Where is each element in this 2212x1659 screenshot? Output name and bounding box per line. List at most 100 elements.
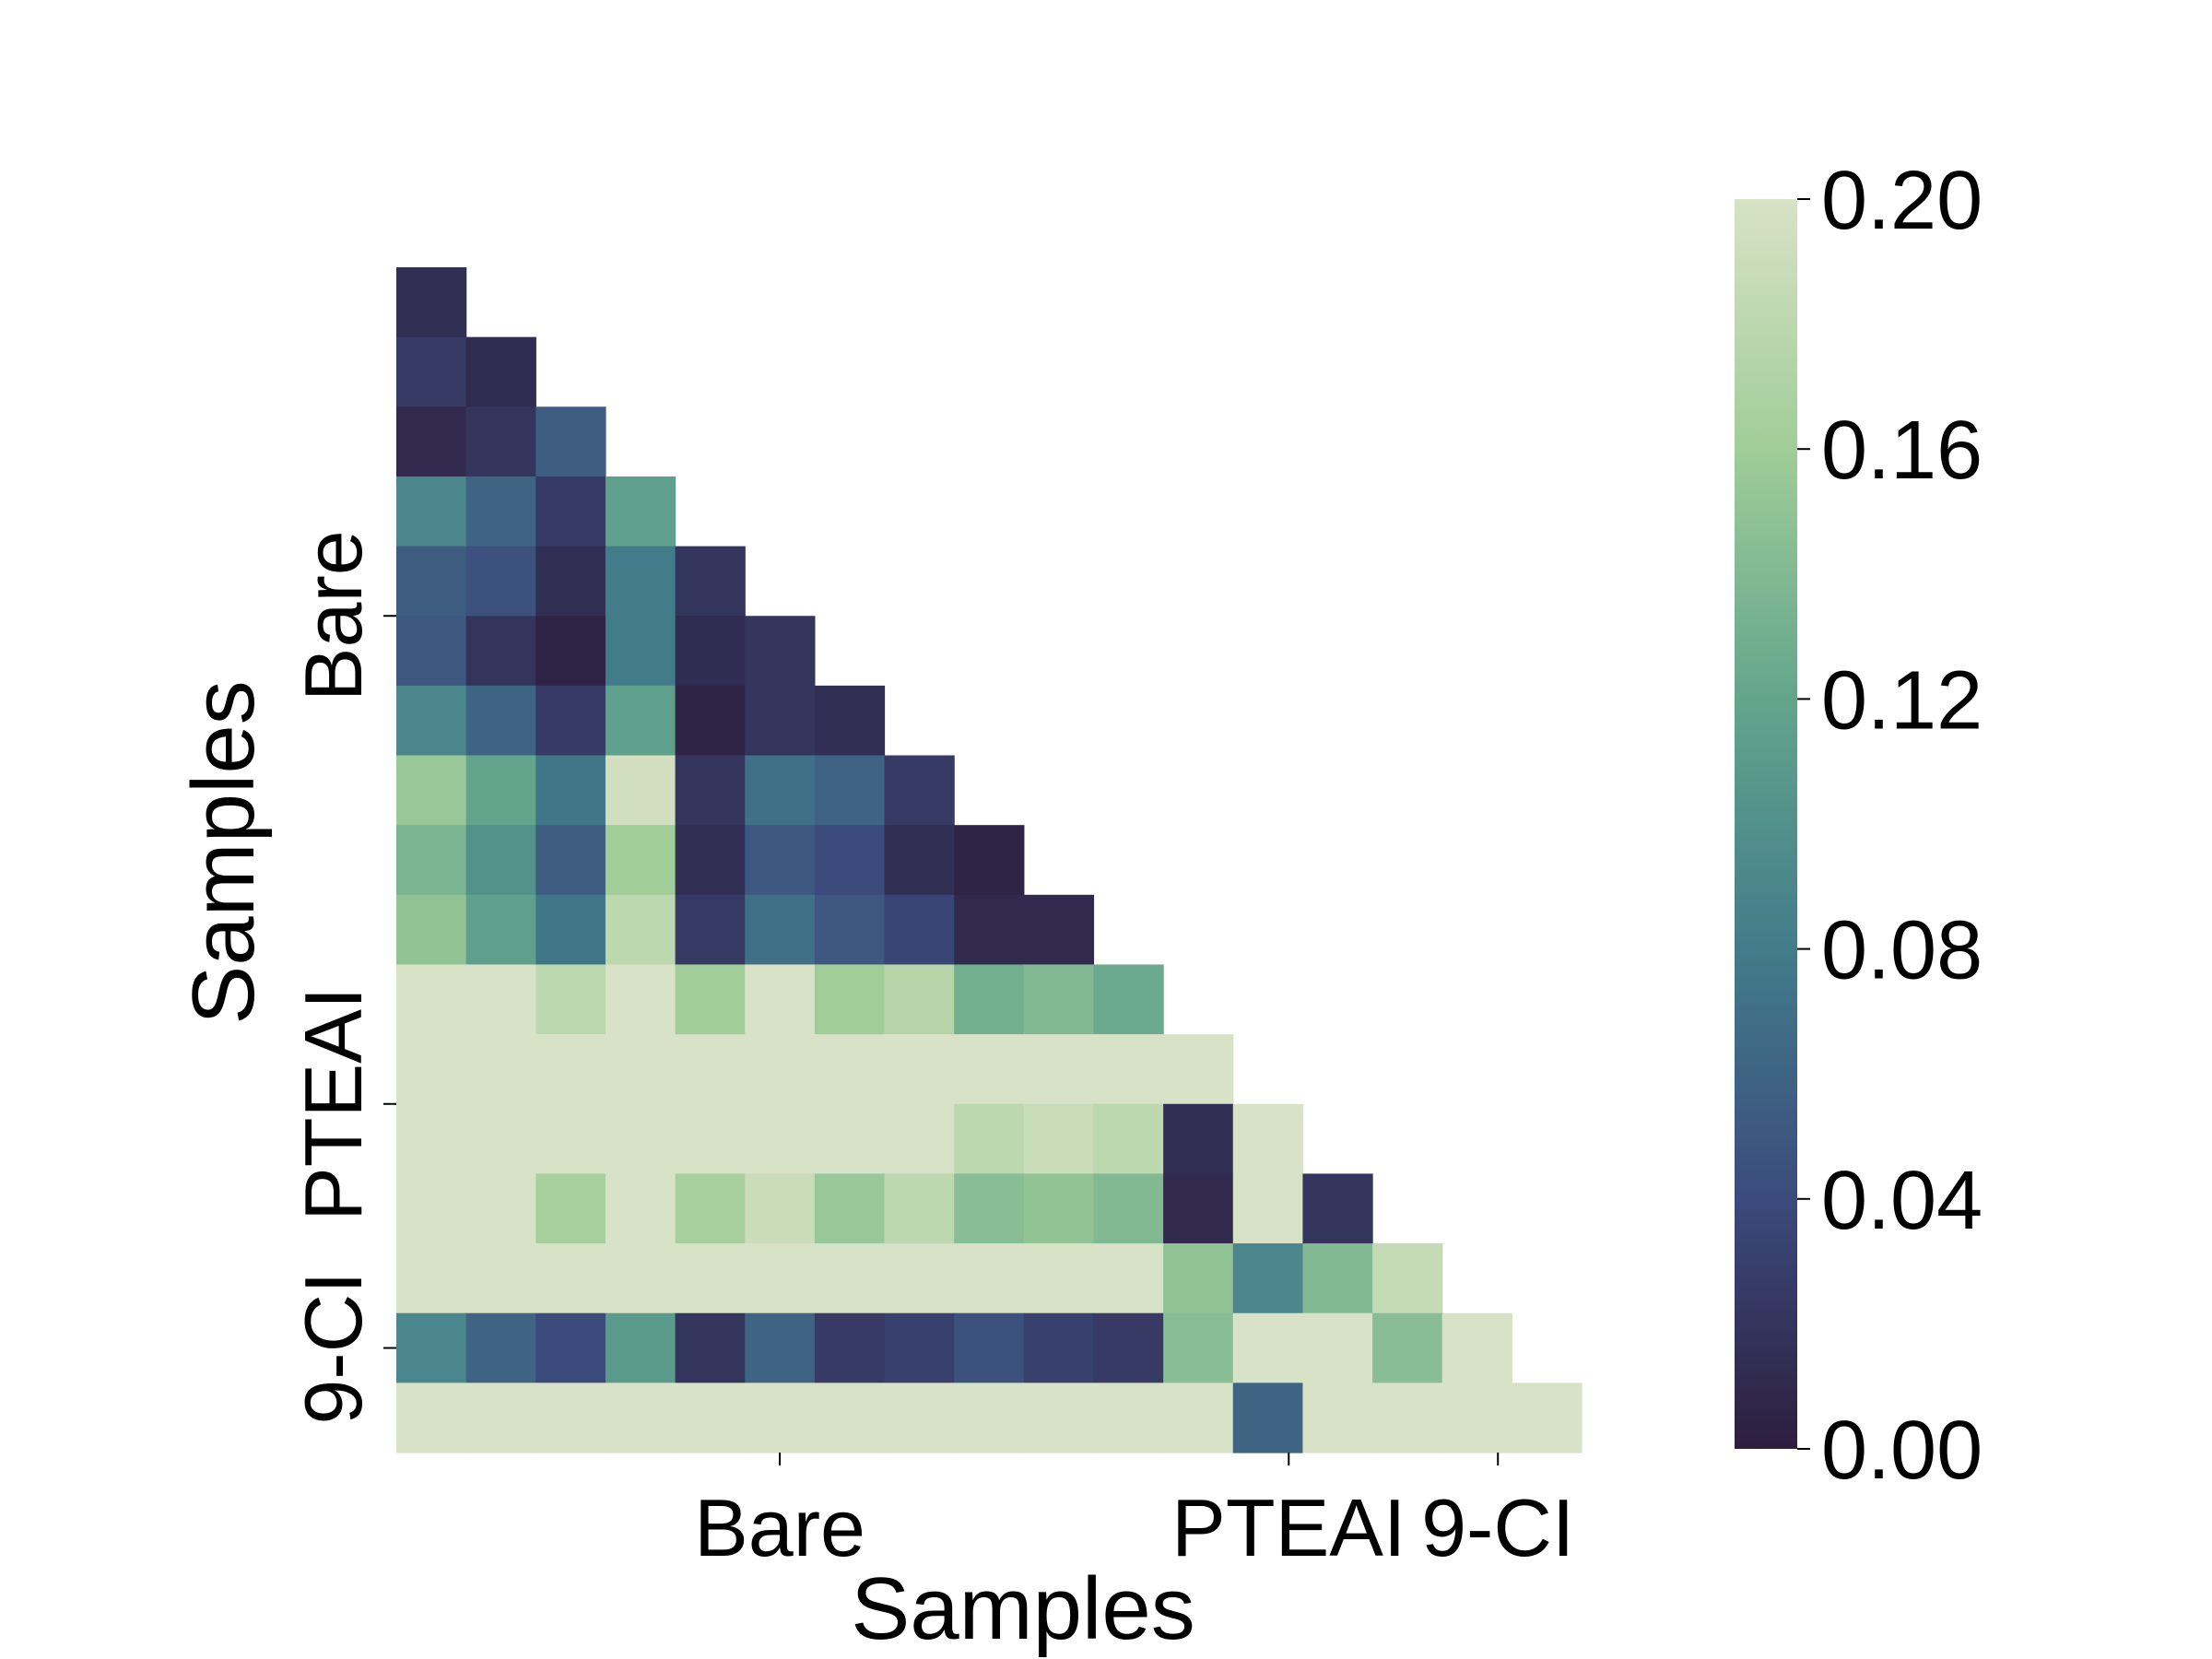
heatmap-cell [954,1382,1025,1453]
heatmap-cell [745,1034,816,1105]
x-axis-label: Samples [851,1559,1195,1658]
heatmap-cell [954,825,1025,896]
heatmap-cell [954,1034,1025,1105]
heatmap-cell [1232,1173,1304,1244]
heatmap-cell [1232,1243,1304,1314]
heatmap-cell [745,616,816,687]
heatmap-cell [605,825,677,896]
heatmap-cell [745,1173,816,1244]
heatmap-cell [675,685,746,757]
x-tick-label: PTEAI [1171,1482,1406,1573]
heatmap-cell [605,755,677,826]
x-tick-label: 9-CI [1421,1482,1574,1573]
heatmap-cell [465,336,536,407]
heatmap-cell [1023,1243,1095,1314]
heatmap-cell [1093,1312,1164,1383]
heatmap-cell [954,894,1025,966]
heatmap-cell [1163,1243,1234,1314]
heatmap-cells [396,267,1583,1453]
heatmap-cell [884,1034,955,1105]
heatmap-cell [814,1312,886,1383]
heatmap-cell [396,267,467,338]
heatmap-cell [1512,1382,1583,1453]
heatmap-cell [396,755,467,826]
heatmap-cell [745,1243,816,1314]
heatmap-cell [535,546,606,617]
heatmap-cell [465,685,536,757]
heatmap-cell [675,1034,746,1105]
heatmap-cell [535,1173,606,1244]
heatmap-cell [1093,1034,1164,1105]
heatmap-cell [396,1034,467,1105]
heatmap-cell [884,755,955,826]
heatmap-cell [675,1243,746,1314]
heatmap-cell [745,685,816,757]
heatmap-cell [675,894,746,966]
heatmap-cell [814,685,886,757]
heatmap-cell [465,1243,536,1314]
heatmap-cell [745,894,816,966]
heatmap-cell [1372,1243,1443,1314]
heatmap-cell [465,1382,536,1453]
heatmap-cell [1302,1173,1373,1244]
heatmap-cell [605,685,677,757]
heatmap-cell [535,825,606,896]
heatmap-cell [954,1173,1025,1244]
heatmap-cell [1163,1173,1234,1244]
heatmap-cell [1093,1173,1164,1244]
heatmap-cell [605,894,677,966]
heatmap-cell [814,1103,886,1175]
y-tick-label: 9-CI [288,1271,379,1424]
heatmap-cell [1093,964,1164,1035]
heatmap-cell [1163,1103,1234,1175]
heatmap-cell [884,1173,955,1244]
y-axis-label: Samples [174,680,273,1025]
colorbar-tick-label: 0.20 [1821,155,1983,247]
heatmap-cell [396,1382,467,1453]
heatmap-cell [1232,1312,1304,1383]
heatmap-cell [535,1034,606,1105]
heatmap-cell [1163,1034,1234,1105]
heatmap-cell [535,685,606,757]
heatmap-cell [465,1173,536,1244]
heatmap-cell [1023,1382,1095,1453]
heatmap-cell [1163,1312,1234,1383]
heatmap-cell [745,755,816,826]
heatmap-cell [465,1312,536,1383]
heatmap-cell [396,685,467,757]
heatmap-cell [814,1243,886,1314]
y-tick-label: Bare [288,530,379,701]
heatmap-cell [535,1243,606,1314]
heatmap-cell [605,964,677,1035]
heatmap-cell [465,546,536,617]
heatmap-cell [884,964,955,1035]
heatmap-cell [465,964,536,1035]
heatmap-cell [814,894,886,966]
heatmap-cell [675,964,746,1035]
heatmap-cell [1232,1103,1304,1175]
heatmap-cell [465,1034,536,1105]
heatmap-cell [535,894,606,966]
heatmap-cell [1232,1382,1304,1453]
heatmap-cell [884,1312,955,1383]
heatmap-cell [465,894,536,966]
heatmap-cell [396,825,467,896]
heatmap-cell [605,546,677,617]
heatmap-cell [1023,1103,1095,1175]
heatmap-cell [465,825,536,896]
heatmap-cell [396,406,467,477]
heatmap-cell [1302,1382,1373,1453]
heatmap-cell [1372,1312,1443,1383]
heatmap-cell [396,1312,467,1383]
colorbar-tick-label: 0.12 [1821,654,1983,747]
heatmap-cell [605,1103,677,1175]
heatmap-cell [605,616,677,687]
heatmap-cell [396,476,467,547]
heatmap-cell [396,1243,467,1314]
heatmap-cell [605,1173,677,1244]
heatmap-cell [954,1243,1025,1314]
heatmap-cell [814,1173,886,1244]
heatmap-cell [535,406,606,477]
heatmap-cell [535,964,606,1035]
